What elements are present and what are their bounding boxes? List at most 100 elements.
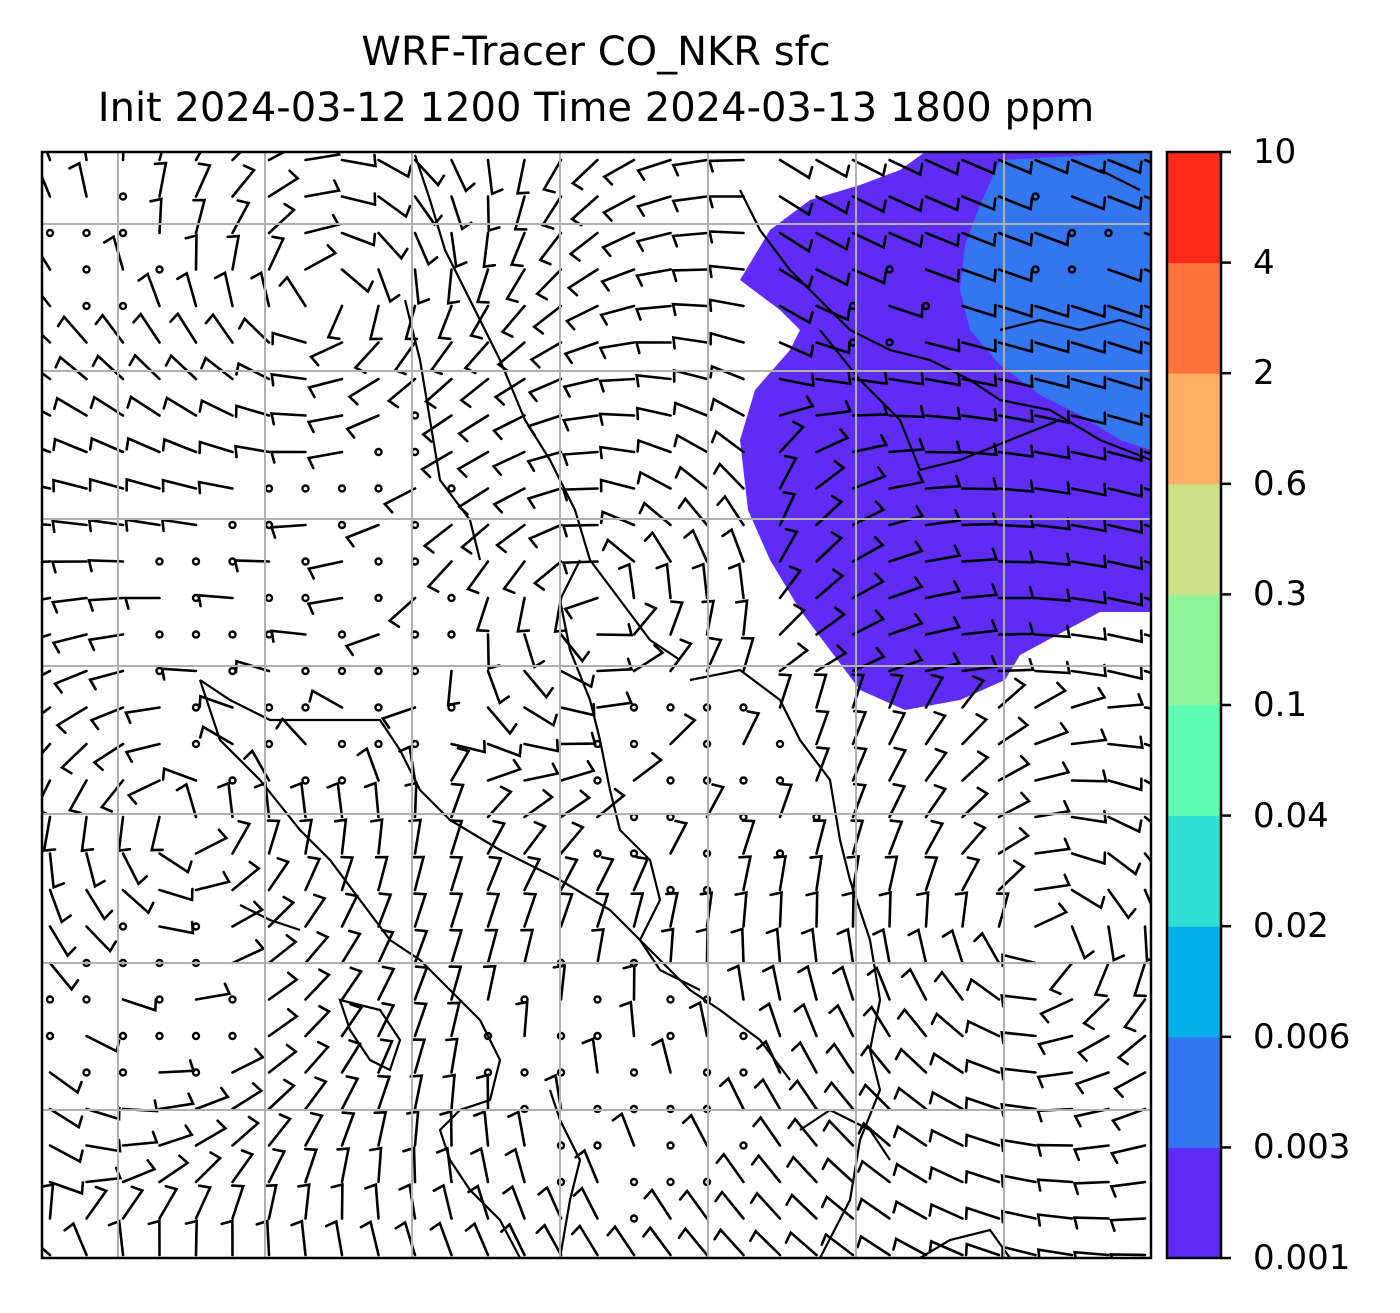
wind-barb — [655, 562, 672, 600]
wind-barb — [643, 1187, 672, 1220]
wind-barb — [928, 1128, 964, 1147]
wind-barb — [267, 971, 299, 1001]
wind-barb — [496, 341, 526, 372]
colorbar-tick-label: 0.3 — [1253, 574, 1308, 615]
wind-barb — [815, 568, 845, 600]
wind-barb — [340, 1075, 360, 1111]
wind-barb — [275, 716, 307, 746]
wind-barb — [1000, 1102, 1037, 1117]
wind-barb — [1073, 1250, 1110, 1258]
wind-barb — [158, 852, 193, 875]
wind-barb — [892, 1199, 928, 1220]
wind-barb — [815, 231, 851, 252]
calm-wind-marker — [593, 849, 602, 858]
wind-barb — [601, 195, 636, 222]
wind-barb — [691, 562, 709, 600]
colorbar-tick-label: 0.006 — [1253, 1016, 1351, 1057]
wind-barb — [270, 629, 307, 643]
wind-barb — [266, 819, 281, 855]
calm-wind-marker — [301, 666, 310, 676]
wind-barb — [872, 927, 891, 965]
calm-wind-marker — [593, 1031, 602, 1041]
calm-wind-marker — [447, 593, 456, 603]
calm-wind-marker — [593, 739, 602, 749]
wind-barb — [786, 1154, 818, 1184]
wind-barb — [836, 927, 855, 965]
calm-wind-marker — [191, 739, 201, 749]
wind-barb — [924, 158, 961, 176]
wind-barb — [411, 855, 426, 892]
calm-wind-marker — [1067, 265, 1077, 274]
wind-barb — [907, 927, 928, 965]
wind-barb — [88, 669, 125, 691]
wind-barb — [1107, 888, 1137, 920]
wind-barb — [1000, 1067, 1037, 1081]
wind-barb — [924, 440, 962, 454]
colorbar-segment — [1167, 815, 1221, 927]
wind-barb — [559, 856, 579, 892]
calm-wind-marker — [191, 630, 201, 639]
wind-barb — [924, 616, 962, 636]
wind-barb — [961, 512, 999, 527]
wind-barb — [42, 1183, 55, 1220]
wind-barb — [778, 195, 814, 217]
wind-barb — [368, 1146, 383, 1184]
wind-barb — [502, 1184, 526, 1220]
wind-barb — [364, 1182, 380, 1220]
wind-barb — [541, 158, 563, 194]
wind-barb — [1001, 1245, 1037, 1258]
wind-barb — [160, 667, 198, 681]
calm-wind-marker — [666, 1031, 675, 1041]
wind-barb — [162, 395, 198, 417]
colorbar-tick-label: 10 — [1253, 132, 1297, 172]
wind-barb — [916, 891, 930, 928]
wind-barb — [340, 1039, 362, 1074]
wind-barb — [778, 158, 814, 180]
wind-barb — [1000, 1138, 1037, 1153]
wind-barb — [563, 341, 599, 365]
wind-barb — [559, 702, 596, 717]
wind-barb — [1107, 158, 1143, 175]
wind-barb — [184, 233, 198, 271]
colorbar-tick-label: 0.1 — [1253, 685, 1308, 725]
wind-barb — [413, 892, 428, 928]
wind-barb — [197, 480, 234, 495]
wind-barb — [537, 1185, 563, 1220]
wind-barb — [1107, 376, 1143, 391]
wind-barb — [815, 195, 851, 215]
wind-barb — [997, 550, 1035, 564]
wind-barb — [1070, 340, 1107, 355]
wind-barb — [930, 1011, 964, 1038]
calm-wind-marker — [739, 1031, 748, 1041]
wind-barb — [718, 1076, 745, 1111]
wind-barb — [299, 818, 314, 855]
wind-barb — [1034, 231, 1070, 247]
wind-barb — [230, 1184, 245, 1220]
wind-barb — [340, 1003, 364, 1038]
wind-barb — [888, 470, 925, 490]
wind-barb — [846, 855, 861, 892]
plot-title-line-1: WRF-Tracer CO_NKR sfc — [361, 29, 831, 75]
wind-barb — [56, 314, 88, 344]
wind-barb — [509, 231, 526, 268]
wind-barb — [1034, 552, 1071, 567]
wind-barb — [961, 408, 998, 422]
wind-barb — [504, 1147, 526, 1184]
wind-barb — [924, 855, 939, 892]
calm-wind-marker — [337, 520, 347, 530]
wind-barb — [505, 268, 526, 303]
wind-barb — [1034, 837, 1072, 855]
wind-barb — [825, 1041, 855, 1074]
wind-barb — [42, 254, 52, 271]
wind-barb — [596, 657, 634, 673]
wind-barb — [742, 710, 761, 746]
wind-barb — [523, 788, 555, 819]
wind-barb — [785, 1192, 818, 1220]
calm-wind-marker — [739, 776, 748, 785]
wind-barb — [306, 450, 344, 470]
calm-wind-marker — [629, 1214, 639, 1223]
wind-barb — [63, 1221, 88, 1257]
wind-barb — [198, 694, 234, 709]
wind-barb — [749, 1229, 782, 1257]
colorbar-segment — [1167, 1147, 1221, 1259]
